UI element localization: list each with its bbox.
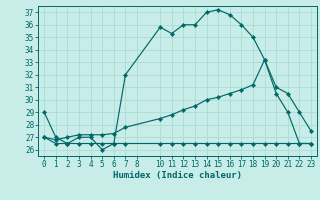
X-axis label: Humidex (Indice chaleur): Humidex (Indice chaleur)	[113, 171, 242, 180]
